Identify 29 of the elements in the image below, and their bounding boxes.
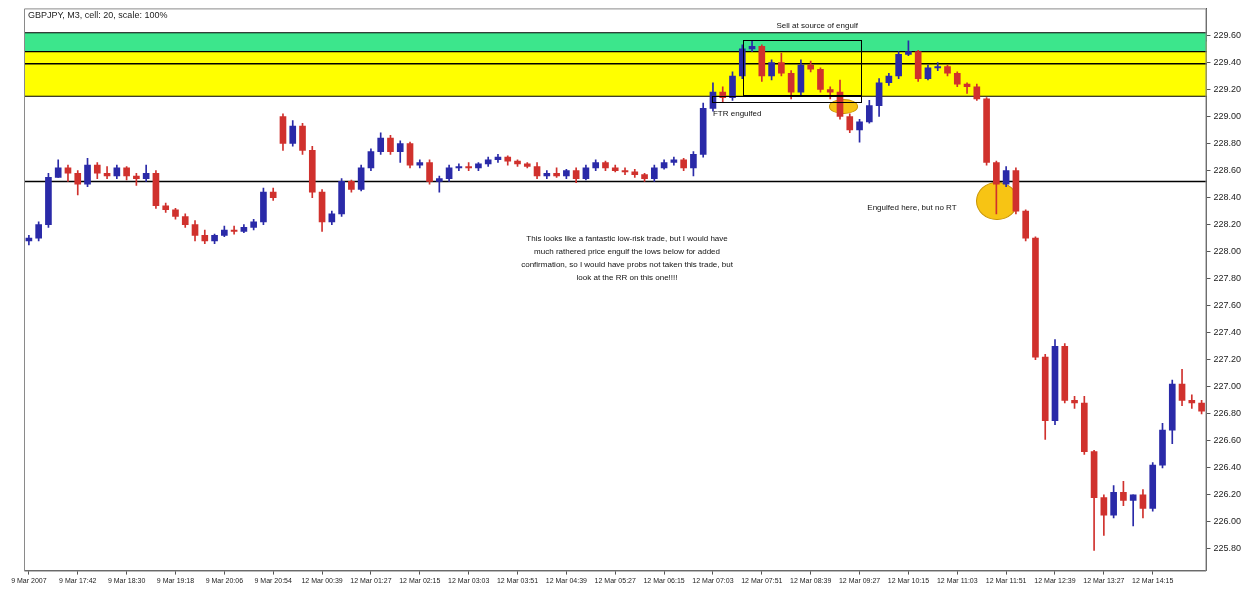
candlestick bbox=[455, 163, 463, 171]
chart-title: GBPJPY, M3, cell: 20, scale: 100% bbox=[28, 10, 168, 21]
candlestick bbox=[1129, 494, 1137, 527]
y-tick-label: 226.00 bbox=[1213, 516, 1241, 527]
y-tick-label: 226.20 bbox=[1213, 489, 1241, 500]
y-tick-label: 226.80 bbox=[1213, 408, 1241, 419]
y-tick-label: 229.20 bbox=[1213, 83, 1241, 94]
y-tick-label: 226.60 bbox=[1213, 435, 1241, 446]
y-tick-label: 226.40 bbox=[1213, 462, 1241, 473]
y-tick-label: 225.80 bbox=[1213, 543, 1241, 554]
y-tick-label: 228.40 bbox=[1213, 192, 1241, 203]
annotation: FTR engulfed bbox=[712, 109, 762, 119]
y-tick-label: 227.40 bbox=[1213, 327, 1241, 338]
y-tick-label: 229.40 bbox=[1213, 56, 1241, 67]
y-tick-label: 228.80 bbox=[1213, 138, 1241, 149]
y-tick-label: 228.00 bbox=[1213, 246, 1241, 257]
y-tick-label: 229.60 bbox=[1213, 29, 1241, 40]
candlestick bbox=[1188, 394, 1196, 409]
y-tick-label: 227.00 bbox=[1213, 381, 1241, 392]
y-tick-label: 228.20 bbox=[1213, 219, 1241, 230]
y-tick-label: 229.00 bbox=[1213, 111, 1241, 121]
y-tick-label: 227.80 bbox=[1213, 273, 1241, 284]
annotation: This looks like a fantastic low-risk trade, but I would have much rathered price engulf the lows below for added confirmation, so I would have probs not taken this trade, but look at the RR on this one!!!! bbox=[520, 233, 734, 285]
annotation: Engulfed here, but no RT bbox=[867, 202, 957, 215]
candlestick bbox=[934, 62, 942, 71]
y-tick-label: 227.20 bbox=[1213, 354, 1241, 365]
y-tick-label: 227.60 bbox=[1213, 300, 1241, 311]
annotation: Sell at source of engulf bbox=[776, 20, 858, 33]
y-tick-label: 228.60 bbox=[1213, 165, 1241, 176]
